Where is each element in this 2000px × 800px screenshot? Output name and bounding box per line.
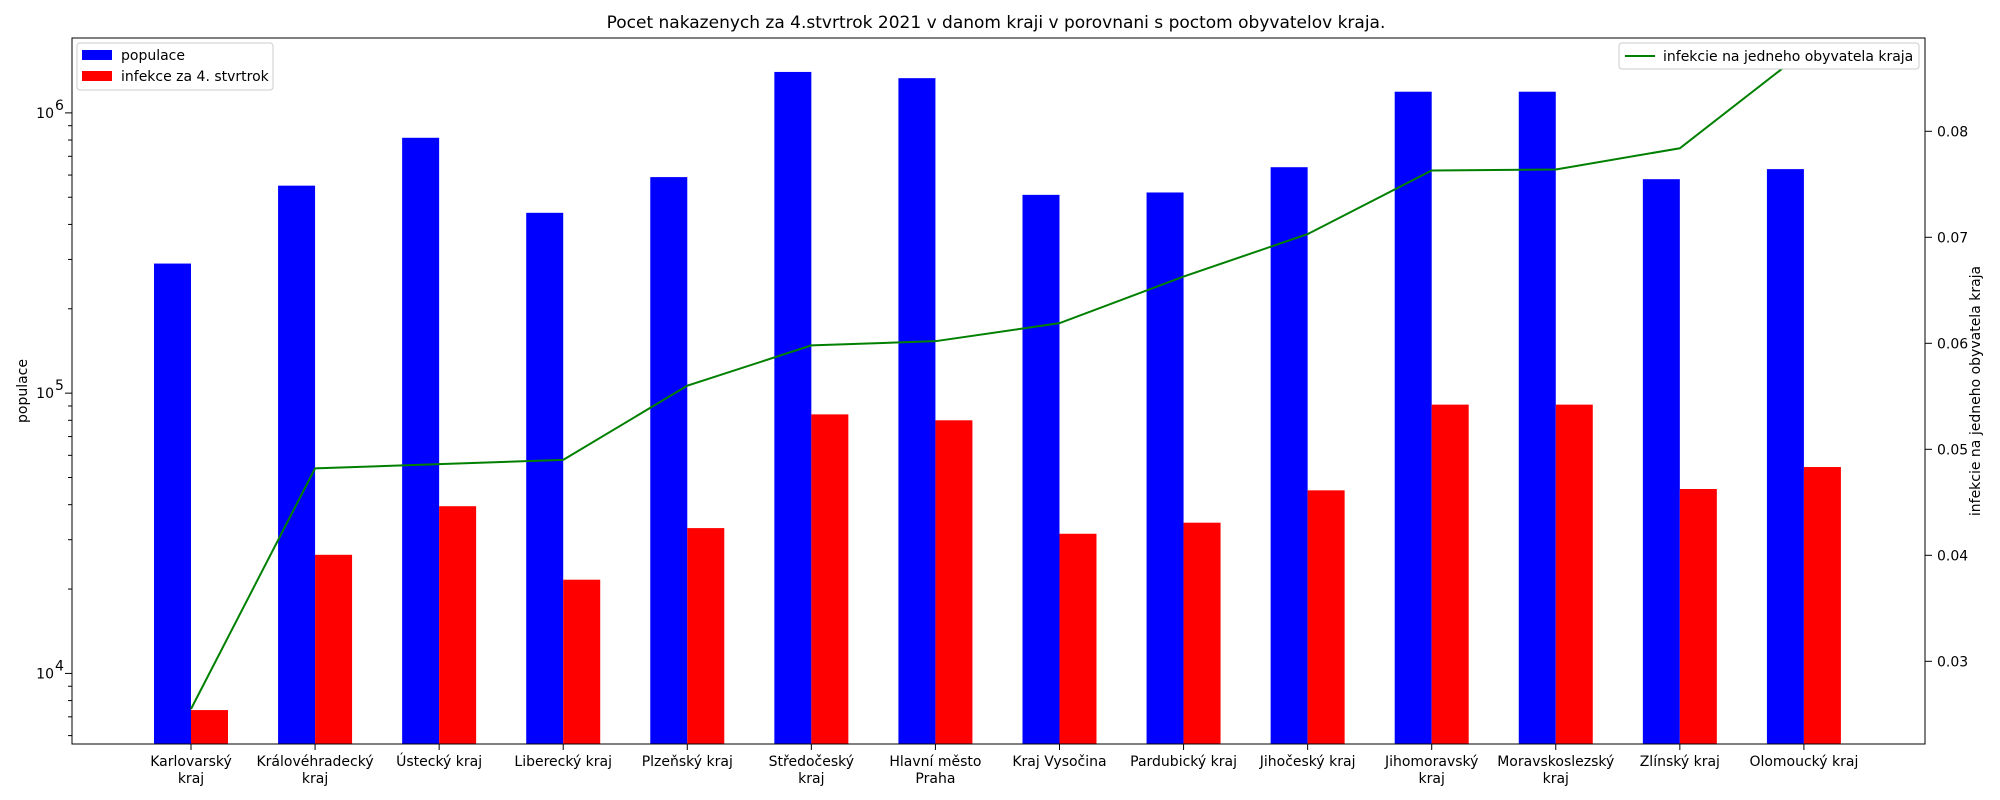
legend-swatch-0 (82, 50, 112, 60)
x-tick-label-10-0: Jihomoravský (1384, 754, 1478, 770)
bar-populace-3 (526, 212, 564, 744)
x-tick-label-0-1: kraj (178, 771, 204, 787)
x-tick-label-6-1: Praha (915, 771, 955, 787)
bar-populace-12 (1642, 179, 1680, 744)
bar-infekce-2 (439, 506, 477, 744)
line-layer (190, 50, 1805, 710)
bar-infekce-10 (1431, 404, 1469, 744)
bar-infekce-0 (191, 710, 228, 744)
y2-tick-label-3: 0.06 (1937, 336, 1968, 352)
y-tick-label-1: 10 (36, 386, 54, 402)
x-tick-label-13-0: Olomoucký kraj (1749, 754, 1858, 770)
bar-populace-13 (1766, 169, 1804, 744)
bar-populace-2 (402, 137, 440, 744)
legend-label-1: infekce za 4. stvrtrok (121, 69, 270, 85)
y2-tick-label-5: 0.08 (1937, 124, 1968, 140)
bar-populace-8 (1146, 192, 1184, 744)
bar-populace-7 (1022, 194, 1060, 744)
x-tick-label-0-0: Karlovarský (150, 754, 232, 770)
right-axis: 0.03 0.04 0.05 0.06 0.07 0.08 (1925, 124, 1968, 670)
bar-populace-11 (1518, 91, 1556, 744)
x-tick-label-1-1: kraj (302, 771, 328, 787)
legend-right: infekcie na jedneho obyvatela kraja (1618, 42, 1920, 70)
legend-swatch-1 (82, 71, 112, 81)
x-tick-label-4-0: Plzeňský kraj (642, 754, 733, 770)
bar-populace-5 (774, 71, 812, 745)
bar-infekce-4 (687, 528, 725, 744)
y2-axis-label: infekcie na jedneho obyvatela kraja (1968, 266, 1984, 516)
legend-line-label: infekcie na jedneho obyvatela kraja (1663, 49, 1913, 65)
bar-populace-9 (1270, 167, 1308, 744)
bar-infekce-7 (1059, 533, 1097, 744)
bar-infekce-9 (1307, 490, 1345, 744)
legend-label-0: populace (121, 48, 185, 64)
bar-infekce-1 (315, 554, 353, 744)
y2-tick-label-0: 0.03 (1937, 654, 1968, 670)
x-tick-label-10-1: kraj (1419, 771, 1445, 787)
bar-infekce-6 (935, 420, 973, 744)
y-axis-label: populace (15, 359, 31, 423)
y2-tick-label-2: 0.05 (1937, 442, 1968, 458)
legend-right-frame (1618, 42, 1920, 70)
bar-infekce-13 (1803, 467, 1841, 744)
y2-tick-label-1: 0.04 (1937, 548, 1968, 564)
bar-infekce-8 (1183, 522, 1221, 744)
chart-title: Pocet nakazenych za 4.stvrtrok 2021 v da… (607, 13, 1386, 33)
x-tick-label-11-1: kraj (1543, 771, 1569, 787)
x-tick-label-12-0: Zlínský kraj (1640, 754, 1720, 770)
y-tick-exponent-1: 5 (55, 378, 64, 394)
bar-populace-4 (650, 177, 688, 745)
x-tick-label-7-0: Kraj Vysočina (1012, 754, 1106, 770)
line-infekcie (190, 50, 1805, 710)
x-axis: KarlovarskýkrajKrálovéhradeckýkrajÚsteck… (150, 744, 1858, 787)
x-tick-label-6-0: Hlavní město (889, 754, 981, 770)
bar-infekce-11 (1555, 404, 1593, 744)
x-tick-label-8-0: Pardubický kraj (1130, 754, 1237, 770)
bar-populace-10 (1394, 91, 1432, 744)
bar-infekce-5 (811, 414, 849, 744)
y-tick-exponent-0: 4 (55, 658, 64, 674)
bar-populace-1 (278, 185, 316, 744)
x-tick-label-5-0: Středočeský (769, 754, 854, 770)
x-tick-label-5-1: kraj (798, 771, 824, 787)
legend-left-frame (76, 42, 274, 91)
y-tick-label-0: 10 (36, 666, 54, 682)
bar-populace-0 (154, 263, 191, 744)
x-tick-label-9-0: Jihočeský kraj (1259, 754, 1356, 770)
bar-populace-6 (898, 78, 936, 744)
bar-infekce-12 (1679, 489, 1717, 744)
plot-frame (71, 37, 1926, 745)
x-tick-label-11-0: Moravskoslezský (1497, 754, 1614, 770)
bars-layer (154, 71, 1841, 745)
x-tick-label-1-0: Královéhradecký (256, 754, 373, 770)
bar-infekce-3 (563, 579, 601, 744)
y-tick-exponent-2: 6 (55, 98, 64, 114)
y2-tick-label-4: 0.07 (1937, 230, 1968, 246)
y-tick-label-2: 10 (36, 106, 54, 122)
legend-left: populace infekce za 4. stvrtrok (76, 42, 274, 91)
x-tick-label-3-0: Liberecký kraj (514, 754, 612, 770)
x-tick-label-2-0: Ústecký kraj (396, 752, 482, 770)
